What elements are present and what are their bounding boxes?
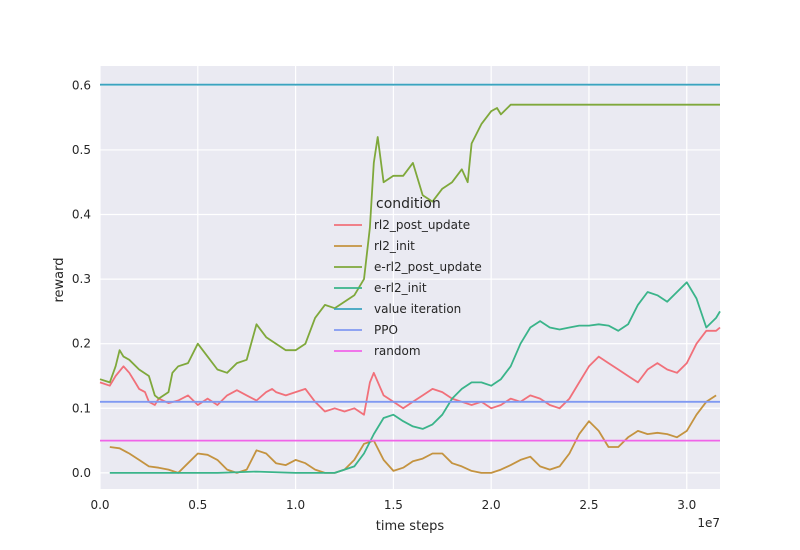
legend-item: PPO: [334, 323, 398, 337]
legend-label: rl2_post_update: [374, 218, 470, 232]
legend-item: value iteration: [334, 302, 461, 316]
series-line-e-rl2-post-update: [99, 103, 720, 400]
legend-label: e-rl2_post_update: [374, 260, 482, 274]
x-axis-offset-label: 1e7: [697, 516, 720, 530]
y-tick-label: 0.1: [72, 401, 91, 415]
series-line-rl2-init: [109, 394, 717, 474]
x-tick-label: 1.0: [286, 498, 305, 512]
y-tick-label: 0.3: [72, 272, 91, 286]
x-axis-label: time steps: [376, 519, 445, 534]
x-tick-label: 1.5: [384, 498, 403, 512]
y-tick-label: 0.2: [72, 337, 91, 351]
legend-items: rl2_post_update rl2_init e-rl2_post_update…: [334, 218, 482, 358]
x-tick-label: 0.5: [188, 498, 207, 512]
legend-item: e-rl2_init: [334, 281, 427, 295]
legend-label: rl2_init: [374, 239, 415, 253]
legend-label: PPO: [374, 323, 398, 337]
legend: condition rl2_post_update rl2_init e-rl2_p…: [334, 196, 482, 358]
legend-title: condition: [376, 196, 441, 212]
x-tick-label: 2.0: [482, 498, 501, 512]
x-gridlines: [99, 66, 688, 489]
series-line-e-rl2-init: [109, 281, 721, 474]
legend-label: value iteration: [374, 302, 461, 316]
y-tick-label: 0.5: [72, 143, 91, 157]
legend-label: e-rl2_init: [374, 281, 427, 295]
legend-item: e-rl2_post_update: [334, 260, 482, 274]
y-axis-label: reward: [52, 257, 67, 302]
y-tick-label: 0.4: [72, 208, 91, 222]
series-lines: [99, 83, 721, 474]
x-tick-labels: 0.0 0.5 1.0 1.5 2.0 2.5 3.0: [90, 498, 696, 512]
legend-item: rl2_post_update: [334, 218, 470, 232]
plot-area: [100, 66, 720, 489]
x-tick-label: 2.5: [579, 498, 598, 512]
legend-item: rl2_init: [334, 239, 415, 253]
x-tick-label: 3.0: [677, 498, 696, 512]
legend-label: random: [374, 344, 421, 358]
legend-item: random: [334, 344, 421, 358]
x-tick-label: 0.0: [90, 498, 109, 512]
y-tick-label: 0.6: [72, 78, 91, 92]
y-tick-labels: 0.0 0.1 0.2 0.3 0.4 0.5 0.6: [72, 78, 91, 479]
y-tick-label: 0.0: [72, 466, 91, 480]
